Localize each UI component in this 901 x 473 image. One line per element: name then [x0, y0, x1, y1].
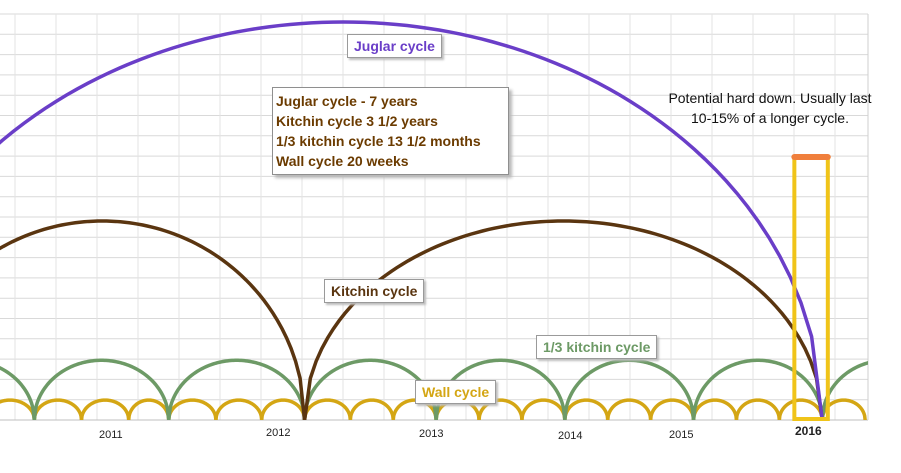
cycle-arch	[0, 365, 37, 420]
cycle-arch	[563, 358, 696, 420]
cycle-arch	[820, 361, 868, 420]
cycle-arch	[777, 398, 824, 420]
cycle-arch	[0, 219, 307, 420]
tick-2013: 2013	[419, 428, 444, 440]
third-kitchin-label: 1/3 kitchin cycle	[536, 335, 658, 359]
cycle-arch	[166, 358, 307, 420]
cycle-arch	[348, 398, 395, 420]
tick-2016: 2016	[795, 424, 822, 438]
juglar-label: Juglar cycle	[347, 34, 442, 58]
cycle-arch	[734, 398, 782, 420]
cycle-arch	[214, 398, 264, 420]
cycle-arch	[391, 398, 438, 420]
cycle-arch	[79, 398, 131, 420]
tick-2012: 2012	[266, 427, 291, 439]
cycle-arch	[166, 398, 218, 420]
cycle-arch	[32, 358, 171, 420]
cycle-arch	[605, 398, 653, 420]
legend-juglar: Juglar cycle - 7 years	[276, 93, 418, 109]
tick-2011: 2011	[99, 429, 123, 441]
cycle-arch	[32, 398, 84, 420]
cycle-arch	[477, 398, 524, 420]
cycle-arch	[0, 20, 824, 420]
cycle-arch	[302, 398, 353, 420]
wall-cycle-line	[0, 398, 867, 420]
cycle-arch	[691, 398, 739, 420]
cycle-arch	[520, 398, 567, 420]
kitchin-label: Kitchin cycle	[324, 279, 425, 303]
legend-third-kitchin: 1/3 kitchin cycle 13 1/2 months	[276, 133, 481, 149]
cycle-arch	[126, 398, 171, 420]
juglar-cycle-line	[0, 20, 824, 420]
gridlines	[0, 13, 869, 421]
hard-down-annotation: Potential hard down. Usually last 10-15%…	[668, 90, 872, 126]
tick-2015: 2015	[669, 429, 694, 441]
cycle-arch	[563, 398, 610, 420]
cycle-arch	[0, 398, 37, 420]
legend-kitchin: Kitchin cycle 3 1/2 years	[276, 113, 438, 129]
cycle-arch	[302, 358, 438, 420]
tick-2014: 2014	[558, 430, 583, 442]
cycle-arch	[302, 219, 824, 420]
kitchin-cycle-line	[0, 219, 824, 420]
cycle-arch	[691, 358, 824, 420]
third-kitchin-cycle-line	[0, 358, 868, 420]
cycle-legend-box: Juglar cycle - 7 years Kitchin cycle 3 1…	[272, 87, 509, 175]
cycle-arch	[648, 398, 696, 420]
legend-wall: Wall cycle 20 weeks	[276, 153, 409, 169]
cycle-arch	[434, 358, 567, 420]
cycle-arch	[259, 398, 307, 420]
wall-label: Wall cycle	[415, 380, 497, 404]
